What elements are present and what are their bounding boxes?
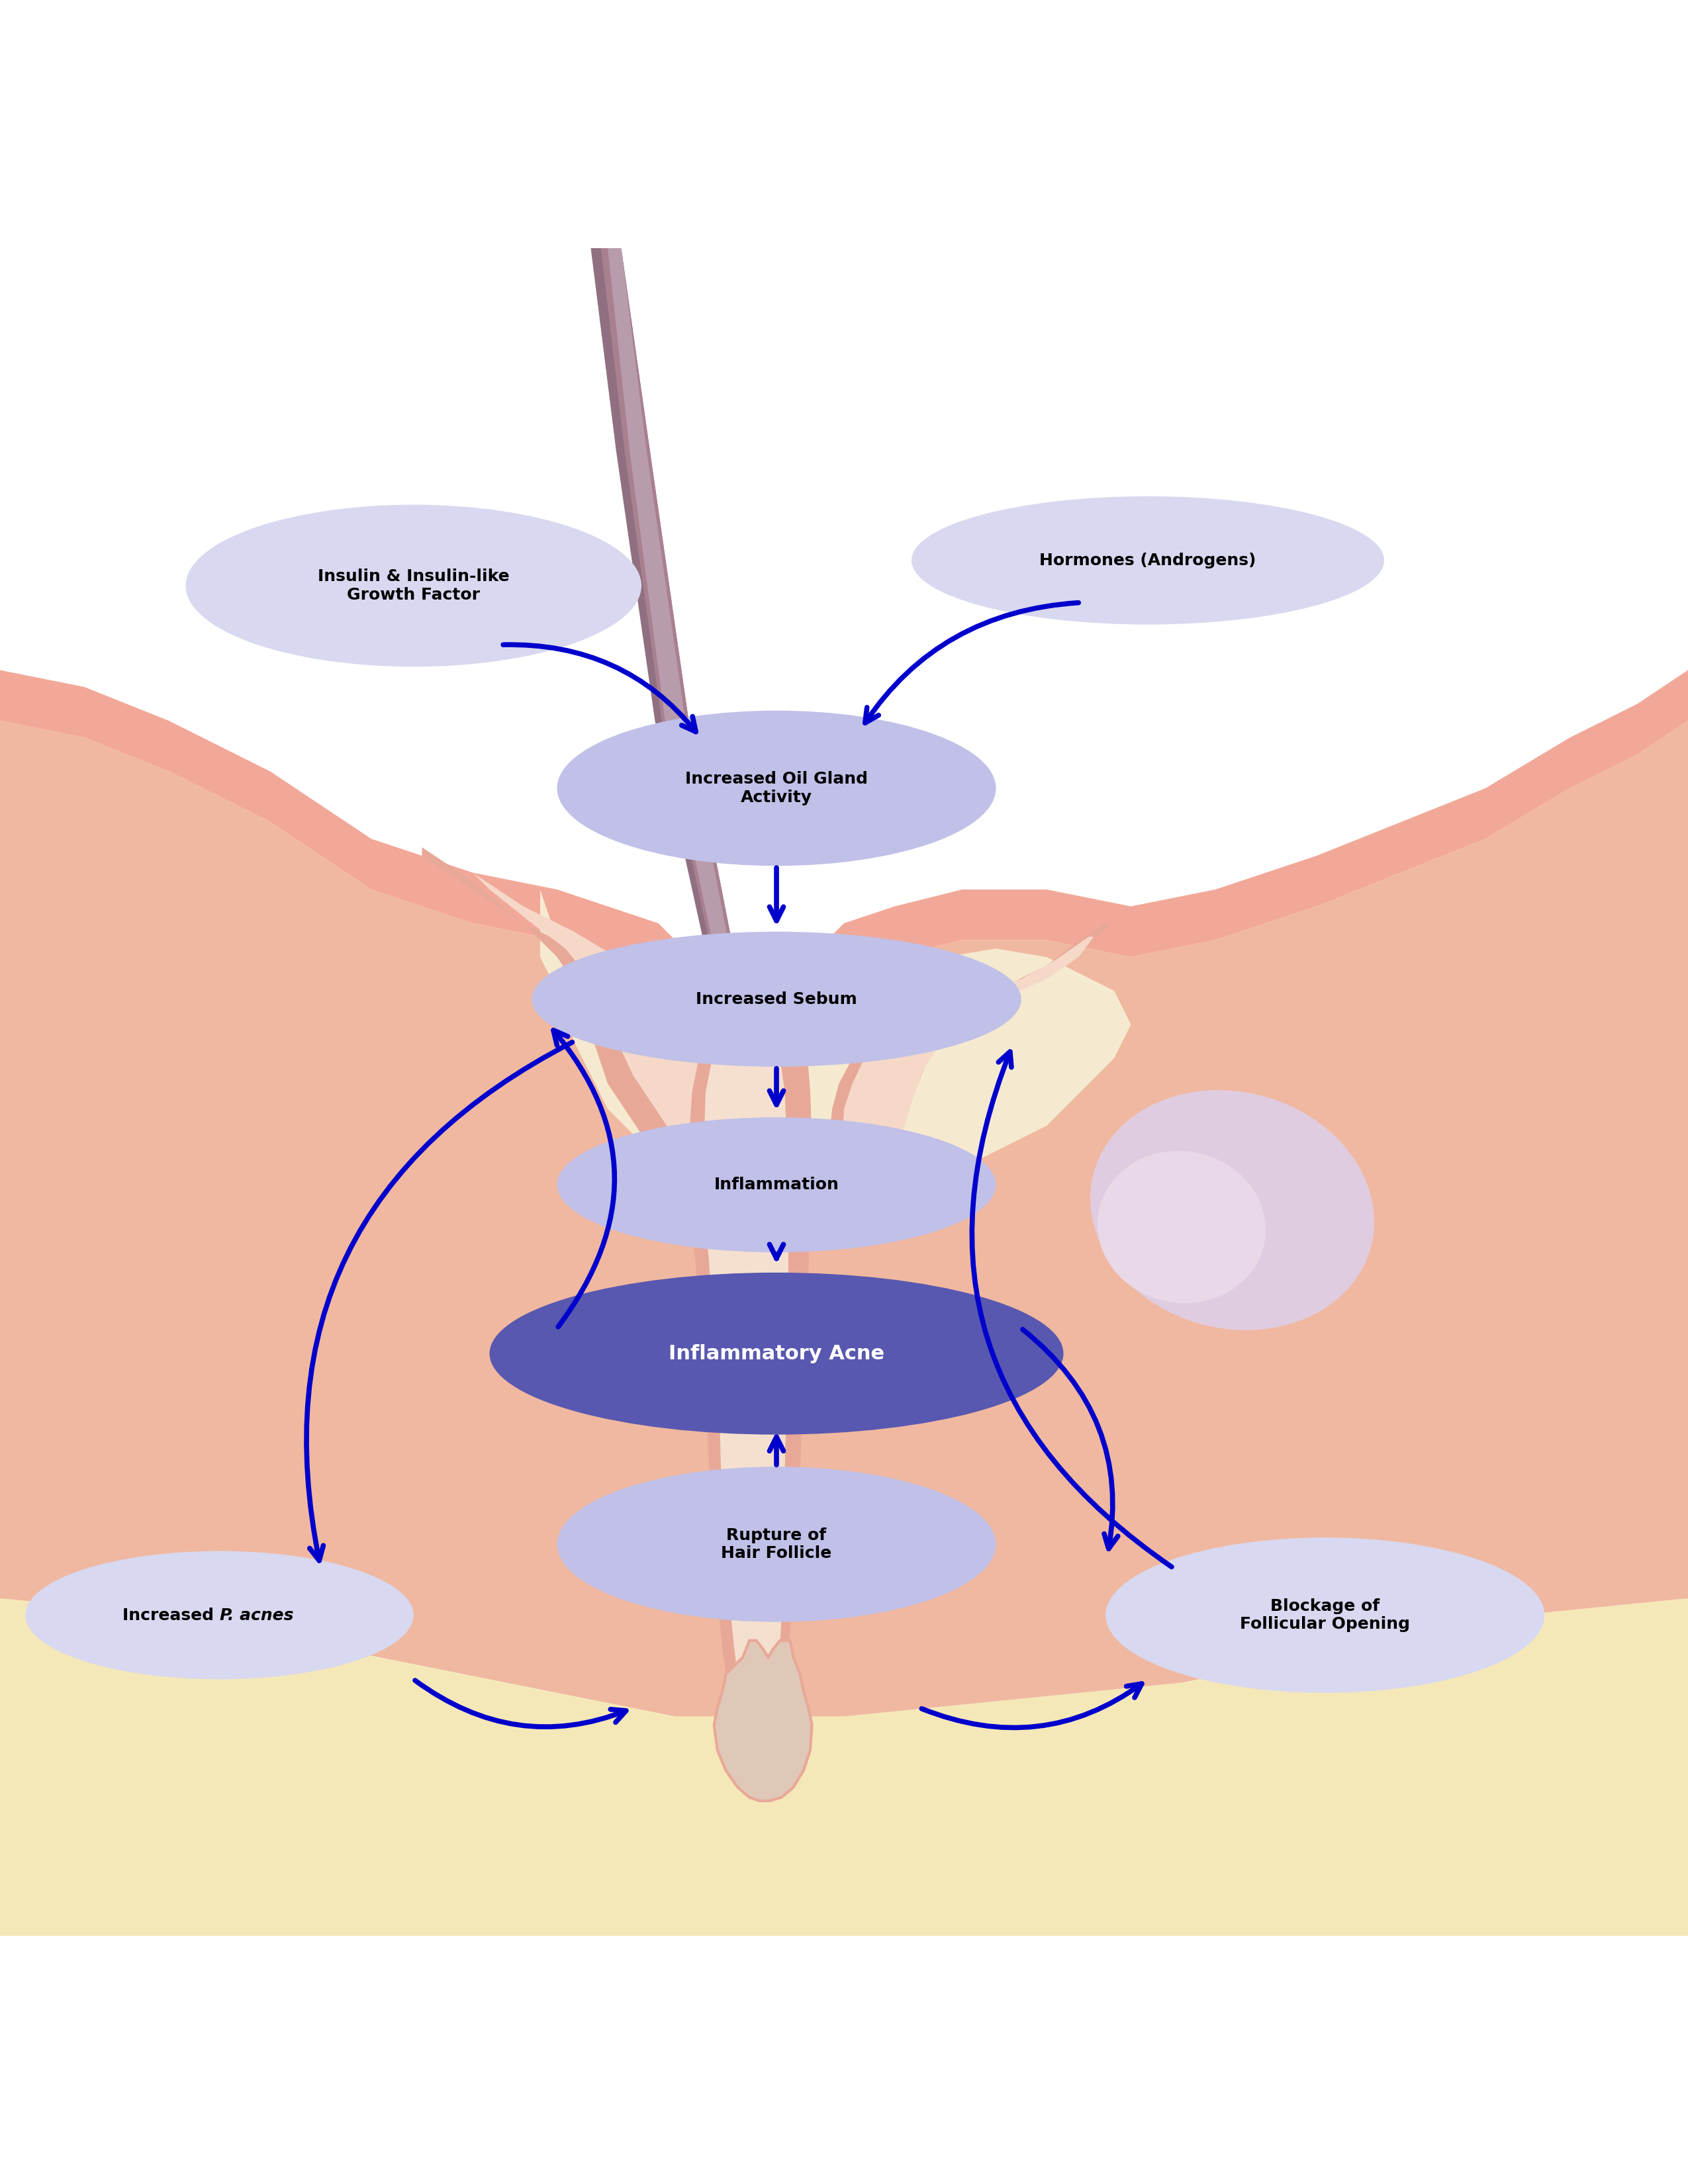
Text: Increased Oil Gland
Activity: Increased Oil Gland Activity bbox=[685, 771, 868, 806]
Polygon shape bbox=[704, 1059, 788, 1708]
Polygon shape bbox=[473, 874, 706, 1142]
Text: P. acnes: P. acnes bbox=[219, 1607, 294, 1623]
Text: Insulin & Insulin-like
Growth Factor: Insulin & Insulin-like Growth Factor bbox=[317, 568, 510, 603]
Polygon shape bbox=[0, 721, 1688, 1717]
Polygon shape bbox=[422, 847, 717, 1177]
Polygon shape bbox=[842, 937, 1094, 1177]
Text: Increased: Increased bbox=[122, 1607, 219, 1623]
Ellipse shape bbox=[186, 505, 641, 666]
Polygon shape bbox=[540, 889, 1131, 1227]
Polygon shape bbox=[601, 249, 755, 1059]
Polygon shape bbox=[714, 1640, 812, 1802]
Polygon shape bbox=[591, 249, 755, 1059]
Text: Rupture of
Hair Follicle: Rupture of Hair Follicle bbox=[721, 1527, 832, 1562]
Ellipse shape bbox=[490, 1273, 1063, 1435]
Ellipse shape bbox=[1106, 1538, 1545, 1693]
Text: Blockage of
Follicular Opening: Blockage of Follicular Opening bbox=[1241, 1599, 1409, 1631]
Text: Inflammation: Inflammation bbox=[714, 1177, 839, 1192]
Polygon shape bbox=[0, 670, 1688, 1092]
Ellipse shape bbox=[1097, 1151, 1266, 1304]
Polygon shape bbox=[608, 249, 751, 1059]
Ellipse shape bbox=[532, 933, 1021, 1066]
Ellipse shape bbox=[912, 496, 1384, 625]
Ellipse shape bbox=[1090, 1090, 1374, 1330]
Ellipse shape bbox=[557, 1468, 996, 1623]
Polygon shape bbox=[829, 924, 1111, 1184]
Ellipse shape bbox=[557, 1118, 996, 1251]
Text: Inflammatory Acne: Inflammatory Acne bbox=[668, 1343, 885, 1363]
Polygon shape bbox=[689, 1051, 812, 1717]
Text: Hormones (Androgens): Hormones (Androgens) bbox=[1040, 553, 1256, 568]
Text: Increased Sebum: Increased Sebum bbox=[695, 992, 858, 1007]
Ellipse shape bbox=[557, 710, 996, 865]
Polygon shape bbox=[0, 1599, 1688, 1935]
Ellipse shape bbox=[25, 1551, 414, 1679]
